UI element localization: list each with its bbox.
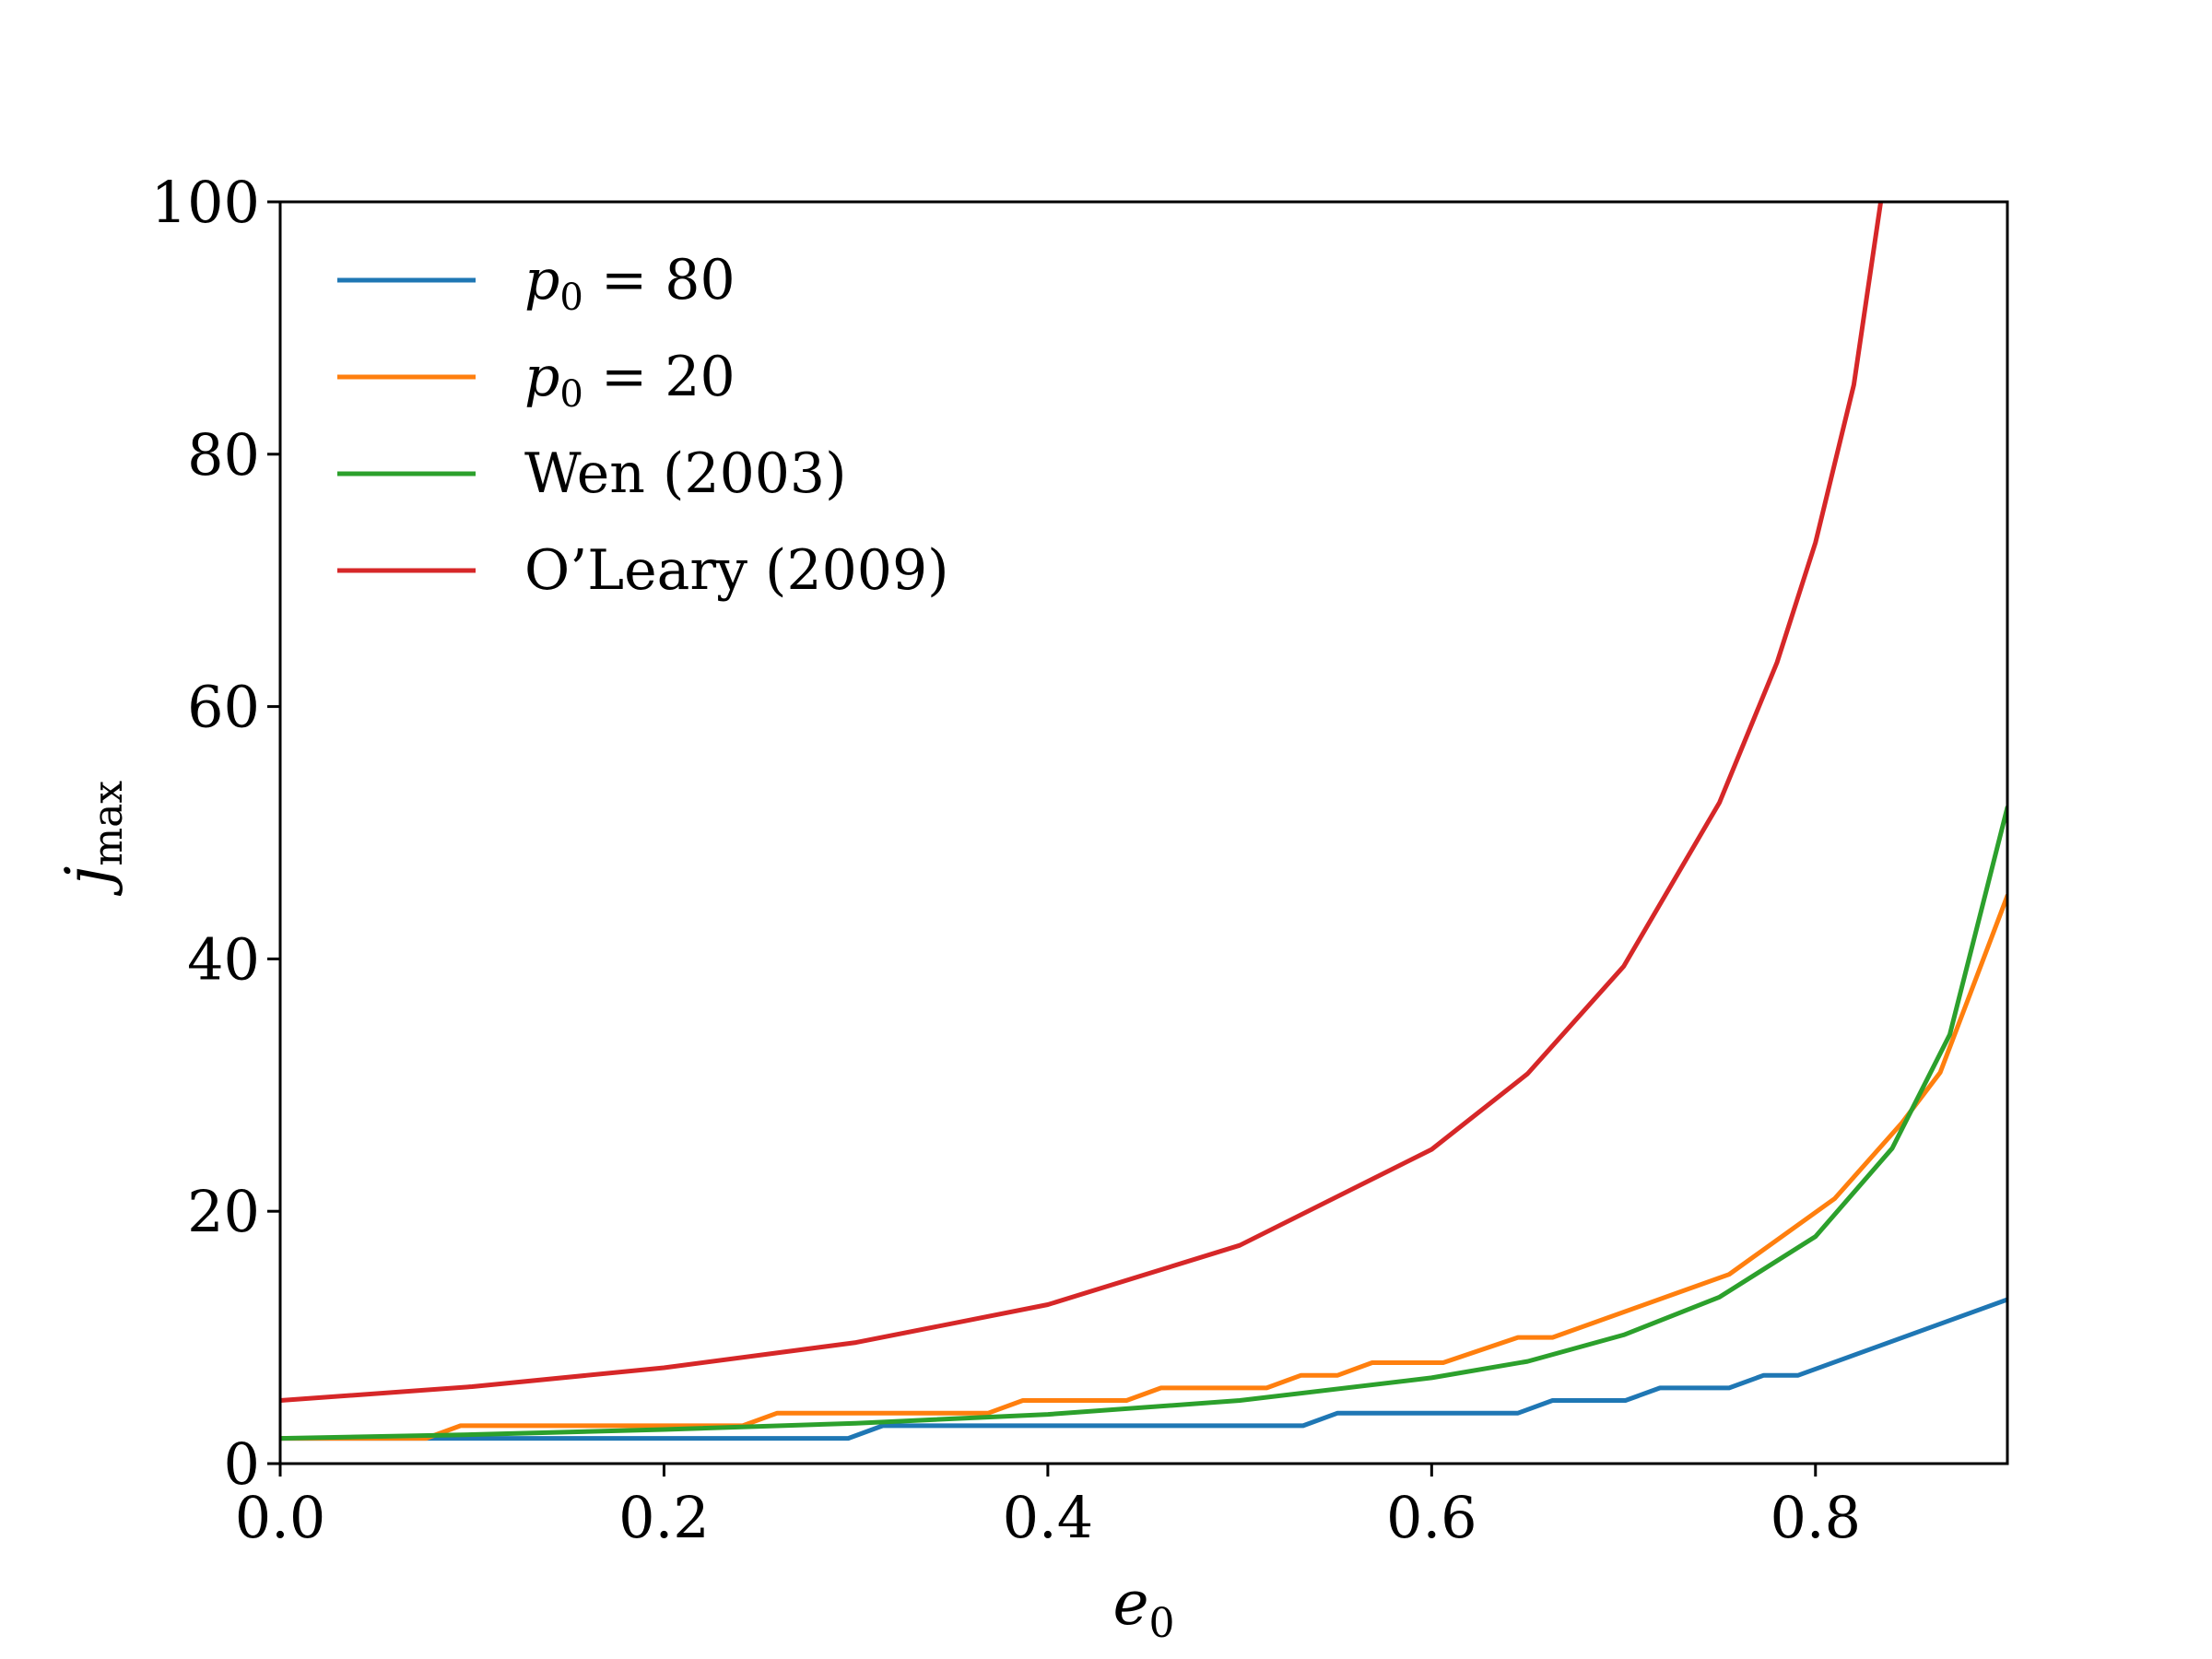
legend-label-0: p0 = 80 <box>524 248 735 319</box>
x-tick-label: 0.6 <box>1386 1484 1477 1551</box>
y-tick-label: 80 <box>187 421 260 488</box>
y-tick-label: 100 <box>151 169 260 236</box>
y-tick-label: 0 <box>224 1430 260 1498</box>
series-line-2 <box>280 805 2007 1441</box>
legend-label-3: O’Leary (2009) <box>524 538 949 603</box>
y-tick-label: 20 <box>187 1178 260 1245</box>
x-axis-label: e0 <box>1112 1568 1174 1647</box>
y-axis-label: jmax <box>53 781 132 897</box>
series-line-1 <box>280 893 2007 1441</box>
y-tick-label: 60 <box>187 674 260 741</box>
legend-label-2: Wen (2003) <box>524 441 847 506</box>
x-tick-label: 0.2 <box>618 1484 710 1551</box>
legend: p0 = 80 p0 = 20 Wen (2003) O’Leary (2009) <box>337 248 949 603</box>
x-tick-label: 0.4 <box>1003 1484 1094 1551</box>
plot-area-frame <box>278 200 2009 1465</box>
x-tick-label: 0.8 <box>1770 1484 1861 1551</box>
legend-label-1: p0 = 20 <box>524 345 735 416</box>
series-line-0 <box>280 1297 2007 1441</box>
ticks-layer: 0.0 0.2 0.4 0.6 0.8 0 20 40 60 80 100 <box>151 169 1861 1551</box>
y-tick-label: 40 <box>187 925 260 993</box>
series-line-3 <box>280 202 1884 1403</box>
series-layer <box>280 202 2007 1441</box>
x-tick-label: 0.0 <box>235 1484 326 1551</box>
